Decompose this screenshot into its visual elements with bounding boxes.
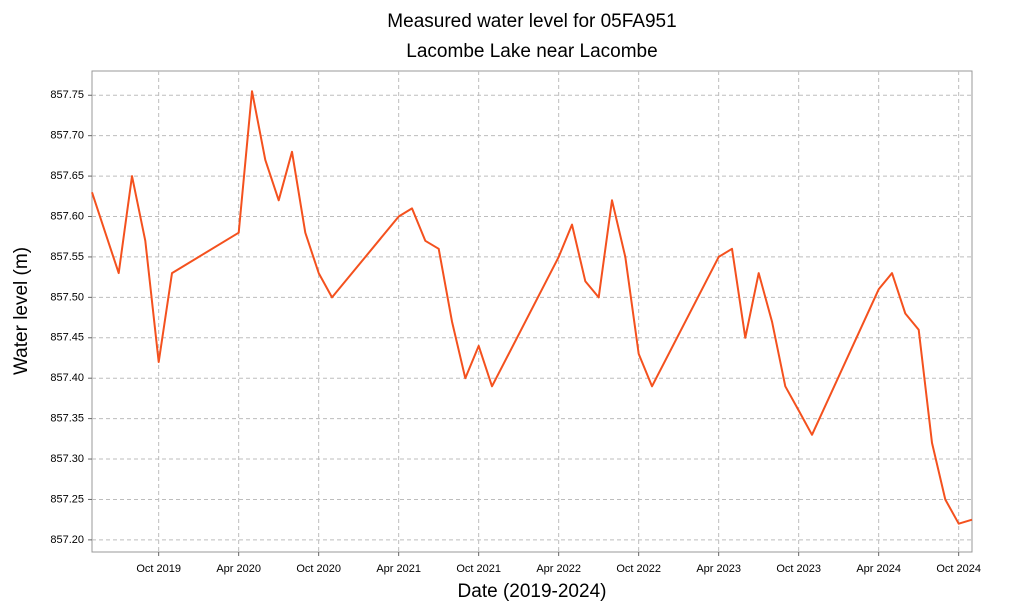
plot-area — [91, 70, 973, 553]
y-tick-label: 857.25 — [50, 493, 84, 505]
x-axis-label: Date (2019-2024) — [458, 581, 607, 602]
x-tick-label: Oct 2019 — [136, 563, 181, 575]
x-tick-label: Oct 2020 — [296, 563, 341, 575]
y-tick-label: 857.70 — [50, 130, 84, 142]
x-tick-label: Apr 2022 — [536, 563, 581, 575]
y-tick-label: 857.40 — [50, 372, 84, 384]
y-tick-label: 857.65 — [50, 170, 84, 182]
y-tick-label: 857.50 — [50, 291, 84, 303]
y-tick-label: 857.60 — [50, 210, 84, 222]
y-tick-label: 857.55 — [50, 251, 84, 263]
x-tick-label: Apr 2020 — [216, 563, 261, 575]
y-tick-label: 857.20 — [50, 534, 84, 546]
chart-subtitle: Lacombe Lake near Lacombe — [406, 41, 657, 62]
x-tick-label: Apr 2023 — [696, 563, 741, 575]
x-tick-label: Oct 2024 — [936, 563, 981, 575]
x-tick-label: Oct 2021 — [456, 563, 501, 575]
x-tick-label: Oct 2023 — [776, 563, 821, 575]
y-tick-label: 857.35 — [50, 413, 84, 425]
y-axis-label: Water level (m) — [11, 247, 32, 375]
y-tick-label: 857.45 — [50, 332, 84, 344]
y-tick-label: 857.30 — [50, 453, 84, 465]
x-tick-label: Apr 2021 — [376, 563, 421, 575]
x-tick-label: Apr 2024 — [856, 563, 901, 575]
data-line — [91, 90, 973, 525]
chart-title: Measured water level for 05FA951 — [387, 11, 676, 32]
x-tick-label: Oct 2022 — [616, 563, 661, 575]
y-tick-label: 857.75 — [50, 89, 84, 101]
